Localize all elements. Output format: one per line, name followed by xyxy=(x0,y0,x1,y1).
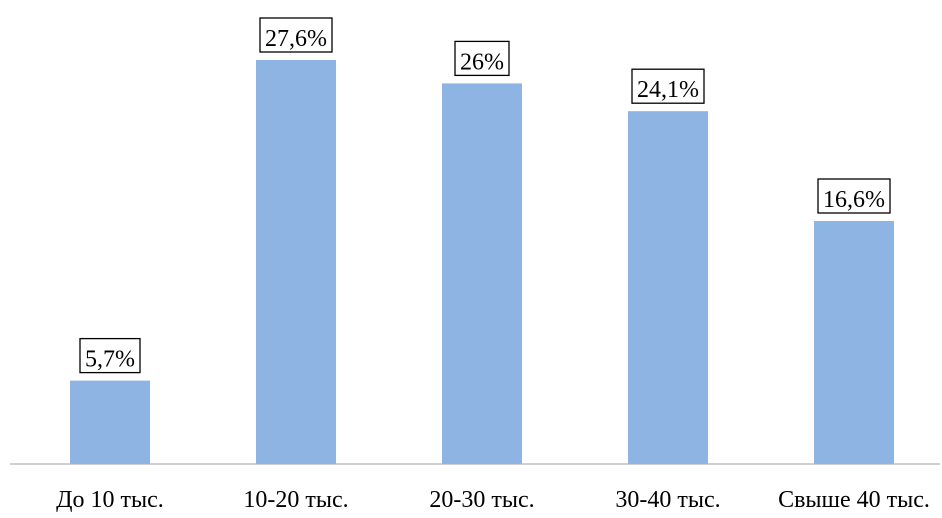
category-label-5: Свыше 40 тыс. xyxy=(778,487,930,513)
data-label-box-1 xyxy=(79,337,141,374)
category-label-4: 30-40 тыс. xyxy=(615,487,720,513)
data-label-1: 5,7% xyxy=(79,337,141,374)
data-label-text-1: 5,7% xyxy=(85,347,135,373)
data-label-text-3: 26% xyxy=(460,49,504,75)
data-labels-layer: 5,7% 27,6% 26% 24,1% 16,6% xyxy=(79,17,891,374)
category-label-2: 10-20 тыс. xyxy=(243,487,348,513)
category-labels-layer: До 10 тыс. 10-20 тыс. 20-30 тыс. 30-40 тыс.… xyxy=(56,487,930,513)
bar-1 xyxy=(70,380,150,464)
data-label-2: 27,6% xyxy=(259,17,333,53)
data-label-4: 24,1% xyxy=(631,68,705,104)
category-label-3: 20-30 тыс. xyxy=(429,487,534,513)
bar-5 xyxy=(814,221,894,464)
data-label-text-5: 16,6% xyxy=(823,187,885,213)
data-label-box-4 xyxy=(631,68,705,104)
data-label-box-3 xyxy=(454,40,510,77)
data-label-text-4: 24,1% xyxy=(637,77,699,103)
data-label-text-2: 27,6% xyxy=(265,26,327,52)
bar-3 xyxy=(442,83,522,465)
bar-2 xyxy=(256,60,336,464)
bars-layer xyxy=(70,60,894,465)
bar-4 xyxy=(628,111,708,464)
data-label-5: 16,6% xyxy=(817,178,891,214)
data-label-box-5 xyxy=(817,178,891,214)
category-label-1: До 10 тыс. xyxy=(56,487,164,513)
data-label-3: 26% xyxy=(454,40,510,77)
data-label-box-2 xyxy=(259,17,333,53)
